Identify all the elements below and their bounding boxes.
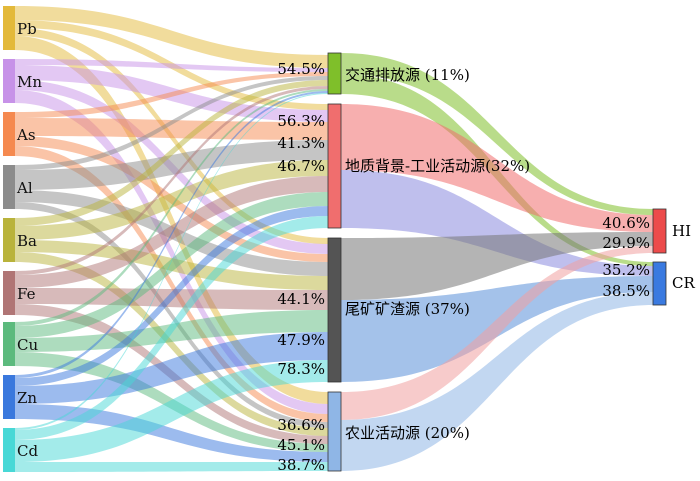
link-cu-geo	[15, 192, 328, 338]
link-al-geo	[15, 140, 328, 190]
middle-labels: 交通排放源 (11%) 地质背景-工业活动源(32%) 尾矿矿渣源 (37%) …	[345, 66, 530, 442]
link-cd-agri	[15, 462, 328, 472]
middle-label-traffic: 交通排放源 (11%)	[345, 66, 470, 84]
link-as-traffic	[15, 72, 328, 118]
link-pb-agri	[15, 36, 328, 404]
source-node-ba	[3, 218, 15, 262]
percent-label-agri-2: 38.7%	[277, 456, 325, 474]
target-links	[341, 53, 653, 471]
source-node-as	[3, 112, 15, 156]
link-tail-hi	[341, 232, 653, 300]
source-label-cu: Cu	[17, 336, 38, 354]
link-as-geo	[15, 118, 328, 140]
source-label-fe: Fe	[17, 285, 36, 303]
source-label-ba: Ba	[17, 232, 37, 250]
middle-label-agri: 农业活动源 (20%)	[345, 424, 470, 442]
middle-percent-labels: 54.5% 56.3% 41.3% 46.7% 44.1% 47.9% 78.3…	[277, 60, 325, 474]
link-pb-traffic	[15, 6, 328, 68]
source-node-cd	[3, 428, 15, 472]
percent-label-geo-1: 41.3%	[277, 134, 325, 152]
percent-label-traffic-0: 54.5%	[277, 60, 325, 78]
link-mn-traffic	[15, 59, 328, 72]
target-label-hi: HI	[672, 222, 691, 240]
link-ba-agri	[15, 252, 328, 436]
link-mn-agri	[15, 90, 328, 414]
percent-label-cr-1: 38.5%	[602, 282, 650, 300]
source-label-pb: Pb	[17, 20, 37, 38]
source-label-as: As	[16, 126, 36, 144]
target-node-cr	[652, 261, 667, 306]
source-node-fe	[3, 271, 15, 315]
source-node-pb	[3, 6, 15, 50]
link-zn-geo	[15, 206, 328, 386]
source-label-zn: Zn	[17, 389, 37, 407]
middle-node-tail	[327, 237, 342, 383]
percent-label-hi-1: 29.9%	[602, 234, 650, 252]
link-as-agri	[15, 146, 328, 422]
source-nodes	[3, 6, 15, 472]
source-node-cu	[3, 322, 15, 366]
target-nodes	[652, 208, 667, 306]
link-ba-traffic	[15, 80, 328, 226]
percent-label-cr-0: 35.2%	[602, 261, 650, 279]
middle-node-traffic	[327, 52, 342, 95]
percent-label-agri-1: 45.1%	[277, 436, 325, 454]
middle-label-tail: 尾矿矿渣源 (37%)	[345, 300, 470, 318]
percent-label-tail-1: 47.9%	[277, 331, 325, 349]
middle-nodes	[327, 52, 342, 472]
percent-label-agri-0: 36.6%	[277, 416, 325, 434]
link-fe-traffic	[15, 86, 328, 275]
link-geo-cr	[341, 170, 653, 276]
middle-label-geo: 地质背景-工业活动源(32%)	[345, 157, 530, 175]
link-zn-agri	[15, 404, 328, 462]
link-zn-traffic	[15, 91, 328, 378]
link-cu-traffic	[15, 89, 328, 326]
middle-node-geo	[327, 103, 342, 229]
middle-node-agri	[327, 391, 342, 472]
source-label-al: Al	[16, 179, 33, 197]
link-zn-tail	[15, 332, 328, 404]
link-agri-cr	[341, 292, 653, 471]
link-al-agri	[15, 202, 328, 428]
link-fe-geo	[15, 176, 328, 288]
source-label-mn: Mn	[17, 73, 42, 91]
target-node-hi	[652, 208, 667, 254]
percent-label-tail-0: 44.1%	[277, 290, 325, 308]
link-ba-geo	[15, 160, 328, 240]
link-agri-hi	[341, 246, 653, 420]
percent-label-tail-2: 78.3%	[277, 360, 325, 378]
link-geo-hi	[341, 104, 653, 232]
link-cd-tail	[15, 360, 328, 462]
source-node-mn	[3, 59, 15, 103]
link-cd-traffic	[15, 93, 328, 430]
percent-label-geo-2: 46.7%	[277, 157, 325, 175]
source-node-al	[3, 165, 15, 209]
target-label-cr: CR	[672, 274, 695, 292]
link-cd-geo	[15, 216, 328, 440]
target-percent-labels: 40.6% 29.9% 35.2% 38.5%	[602, 214, 650, 300]
source-links	[15, 6, 328, 472]
source-node-zn	[3, 375, 15, 419]
link-traffic-hi	[341, 53, 653, 215]
source-label-cd: Cd	[17, 442, 38, 460]
percent-label-geo-0: 56.3%	[277, 112, 325, 130]
target-labels: HI CR	[672, 222, 695, 292]
source-labels: Pb Mn As Al Ba Fe Cu Zn Cd	[16, 20, 42, 460]
link-al-traffic	[15, 76, 328, 170]
percent-label-hi-0: 40.6%	[602, 214, 650, 232]
